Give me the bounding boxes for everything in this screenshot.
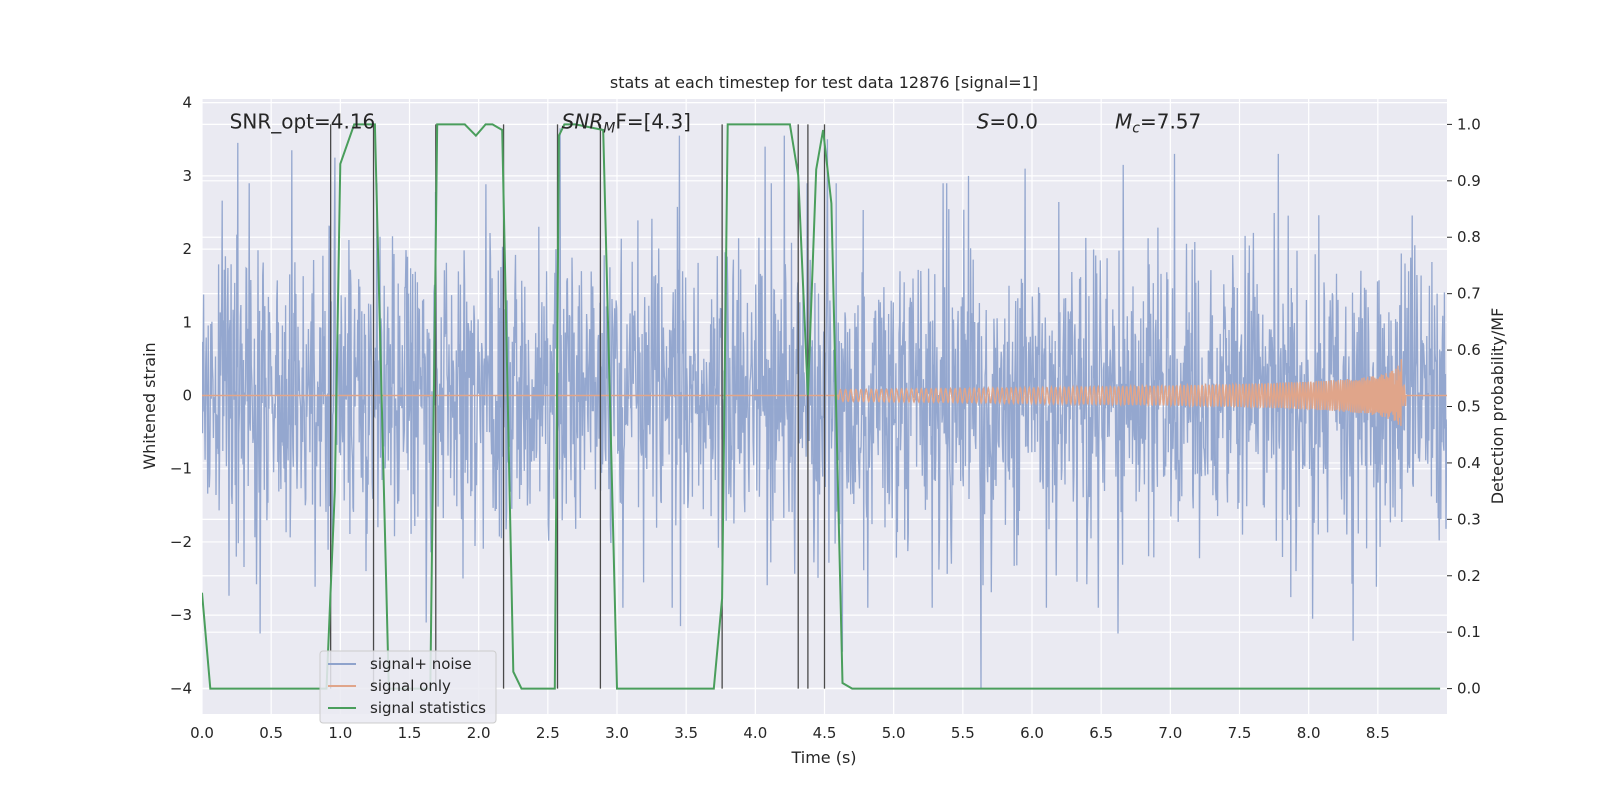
annotation-main: M: [1115, 109, 1132, 133]
y-axis-label-left: Whitened strain: [140, 342, 159, 469]
annotation-tail: =7.57: [1140, 109, 1201, 133]
x-tick-label: 2.5: [536, 724, 560, 742]
y-left-tick-label: 2: [182, 240, 192, 258]
x-tick-label: 1.5: [398, 724, 422, 742]
x-tick-label: 3.5: [674, 724, 698, 742]
x-tick-label: 4.5: [813, 724, 837, 742]
legend-label-signal-statistics: signal statistics: [370, 699, 486, 717]
annotation-text: Mc=7.57: [1115, 109, 1201, 136]
tick-labels: 0.0 0.5 1.0 1.5 2.0 2.5 3.0 3.5 4.0 4.5 5.0 5.5 6.0 6…: [170, 94, 1481, 742]
y-right-tick-label: 0.2: [1457, 567, 1481, 585]
y-left-tick-label: −4: [170, 679, 192, 697]
x-tick-label: 0.0: [190, 724, 214, 742]
annotation-tail: F=[4.3]: [615, 109, 691, 133]
y-right-tick-label: 0.0: [1457, 680, 1481, 698]
y-right-tick-label: 0.9: [1457, 172, 1481, 190]
annotation-text: SNRMF=[4.3]: [562, 109, 691, 136]
y-right-tick-label: 0.1: [1457, 623, 1481, 641]
x-tick-label: 4.0: [743, 724, 767, 742]
series-signal-statistics: [202, 123, 1441, 690]
legend-box: [319, 650, 497, 724]
y-right-tick-label: 0.4: [1457, 454, 1481, 472]
annotation-text: SNR_opt=4.16: [230, 109, 376, 133]
legend: signal+ noise signal only signal statist…: [319, 650, 497, 724]
x-tick-label: 0.5: [259, 724, 283, 742]
y-left-tick-label: 4: [182, 94, 192, 112]
annotation-subscript: c: [1132, 120, 1140, 136]
annotation-main: SNR: [562, 109, 604, 133]
annotation-subscript: M: [603, 120, 615, 136]
x-tick-label: 7.0: [1158, 724, 1182, 742]
legend-label-signal-only: signal only: [370, 677, 451, 695]
x-tick-label: 8.5: [1366, 724, 1390, 742]
x-tick-label: 6.5: [1089, 724, 1113, 742]
y-right-tick-label: 0.6: [1457, 341, 1481, 359]
annotation-main: SNR_opt=4.16: [230, 109, 376, 133]
x-axis-label: Time (s): [790, 748, 856, 767]
signal-statistics-line: [202, 123, 1441, 690]
y-right-tick-label: 0.5: [1457, 398, 1481, 416]
annotation-main: S: [977, 109, 990, 133]
x-tick-label: 2.0: [467, 724, 491, 742]
y-left-tick-label: −3: [170, 606, 192, 624]
y-left-tick-label: 1: [182, 313, 192, 331]
x-tick-label: 3.0: [605, 724, 629, 742]
chart-title: stats at each timestep for test data 128…: [610, 73, 1038, 92]
annotations: SNR_opt=4.16 SNRMF=[4.3] S=0.0 Mc=7.57: [230, 109, 1202, 136]
annotation-tail: =0.0: [989, 109, 1038, 133]
y-axis-label-right: Detection probability/MF: [1488, 308, 1507, 505]
y-right-tick-label: 1.0: [1457, 115, 1481, 133]
x-tick-label: 1.0: [328, 724, 352, 742]
y-left-tick-label: −1: [170, 460, 192, 478]
x-tick-label: 6.0: [1020, 724, 1044, 742]
legend-label-signal-noise: signal+ noise: [370, 655, 472, 673]
annotation-text: S=0.0: [977, 109, 1038, 133]
y-left-tick-label: −2: [170, 533, 192, 551]
x-tick-label: 8.0: [1297, 724, 1321, 742]
y-left-tick-label: 3: [182, 167, 192, 185]
y-right-tick-label: 0.7: [1457, 285, 1481, 303]
y-left-tick-label: 0: [182, 387, 192, 405]
x-tick-label: 5.0: [882, 724, 906, 742]
x-tick-label: 7.5: [1228, 724, 1252, 742]
y-right-tick-label: 0.8: [1457, 228, 1481, 246]
y-right-tick-label: 0.3: [1457, 510, 1481, 528]
x-tick-label: 5.5: [951, 724, 975, 742]
